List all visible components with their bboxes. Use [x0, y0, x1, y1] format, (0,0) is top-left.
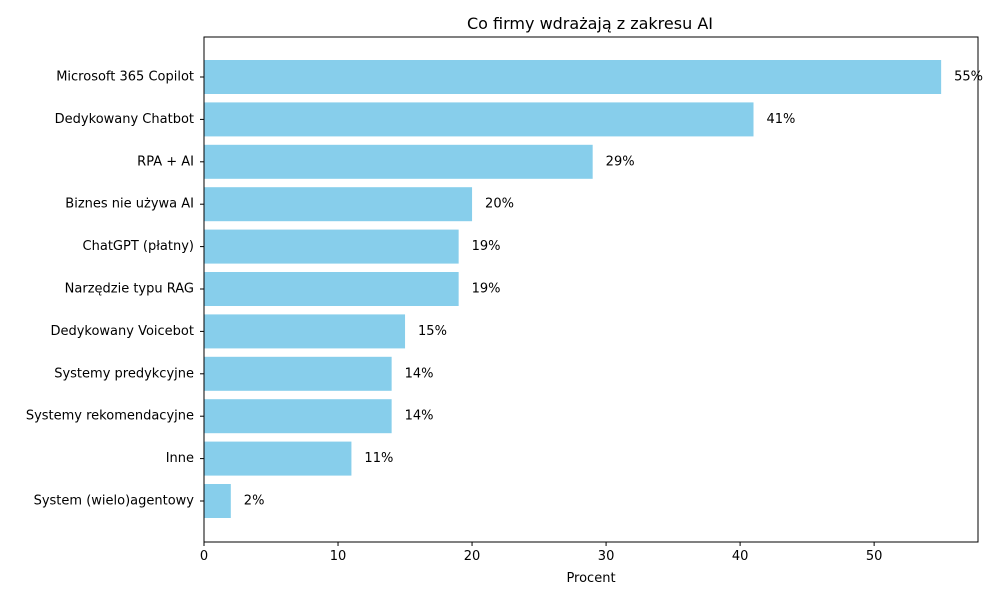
x-tick-label: 0: [200, 549, 208, 564]
bar-value-label: 41%: [767, 112, 796, 127]
y-tick-label: Narzędzie typu RAG: [65, 282, 194, 297]
bar: [204, 60, 942, 94]
chart-title: Co firmy wdrażają z zakresu AI: [467, 14, 713, 33]
y-tick-label: Systemy rekomendacyjne: [26, 409, 194, 424]
x-tick-label: 40: [732, 549, 749, 564]
y-tick-label: ChatGPT (płatny): [83, 239, 194, 254]
bar: [204, 356, 392, 391]
bar-value-label: 19%: [472, 239, 501, 254]
y-tick-label: Dedykowany Chatbot: [55, 112, 194, 127]
bar-value-label: 14%: [405, 366, 434, 381]
bar-value-label: 19%: [472, 282, 501, 297]
x-tick-label: 10: [330, 549, 347, 564]
bar: [204, 187, 473, 222]
y-tick-label: RPA + AI: [137, 154, 194, 169]
value-labels-group: 55% 41% 29% 20% 19% 19% 15% 14% 14% 11% 2%: [244, 70, 983, 509]
y-tick-label: Biznes nie używa AI: [65, 197, 194, 212]
y-tick-label: System (wielo)agentowy: [34, 494, 195, 509]
x-tick-label: 50: [866, 549, 883, 564]
bar: [204, 144, 593, 179]
bar: [204, 484, 231, 518]
bars-group: [204, 60, 942, 518]
x-axis-title: Procent: [566, 571, 615, 586]
bar: [204, 102, 754, 137]
bar: [204, 314, 406, 349]
y-tick-label: Microsoft 365 Copilot: [56, 70, 194, 85]
y-tick-label: Dedykowany Voicebot: [50, 324, 194, 339]
bar: [204, 441, 352, 476]
bar-value-label: 29%: [606, 154, 635, 169]
bar: [204, 229, 459, 264]
y-tick-label: Systemy predykcyjne: [54, 366, 194, 381]
bar: [204, 272, 459, 306]
bar-value-label: 20%: [485, 197, 514, 212]
bar-value-label: 11%: [364, 451, 393, 466]
y-axis-ticks: Microsoft 365 Copilot Dedykowany Chatbot R…: [26, 70, 204, 509]
plot-frame: [203, 36, 979, 543]
bar-value-label: 55%: [954, 70, 983, 85]
x-axis-ticks: 0 10 20 30 40 50: [200, 542, 883, 564]
y-tick-label: Inne: [166, 451, 194, 466]
bar-value-label: 2%: [244, 494, 265, 509]
x-tick-label: 30: [598, 549, 615, 564]
bar-value-label: 14%: [405, 409, 434, 424]
bar-value-label: 15%: [418, 324, 447, 339]
x-tick-label: 20: [464, 549, 481, 564]
bar: [204, 399, 392, 434]
